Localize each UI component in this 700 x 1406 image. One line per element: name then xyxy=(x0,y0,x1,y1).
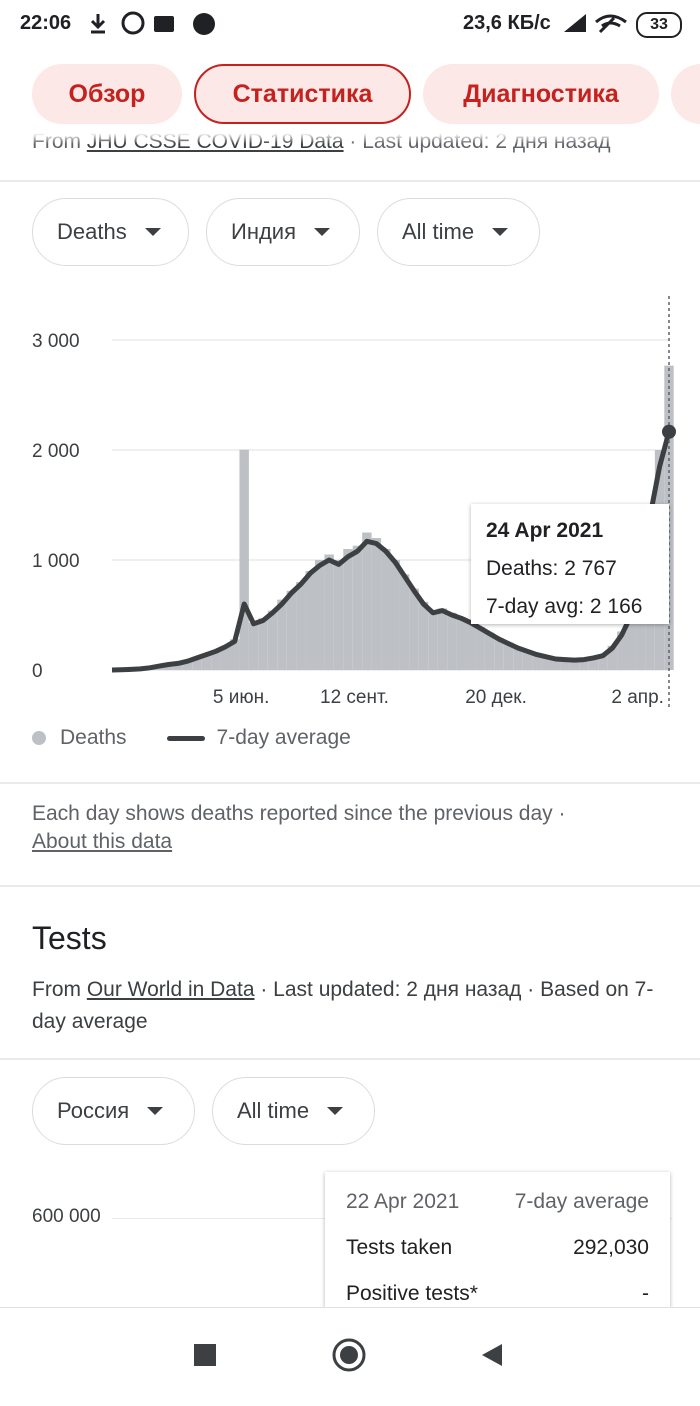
source-link[interactable]: Our World in Data xyxy=(87,978,255,1001)
divider xyxy=(0,1058,700,1060)
y-tick-label: 2 000 xyxy=(32,441,80,462)
caret xyxy=(492,228,508,236)
x-tick-label: 12 сент. xyxy=(320,687,389,708)
tests-tooltip: 22 Apr 2021 7-day average Tests taken 29… xyxy=(325,1172,670,1308)
bar xyxy=(457,617,466,670)
tab-partial[interactable] xyxy=(671,64,700,124)
filter-label: Россия xyxy=(57,1098,129,1124)
bar xyxy=(438,608,447,670)
y-tick-label: 600 000 xyxy=(32,1206,101,1228)
bar xyxy=(343,549,352,670)
bar xyxy=(324,555,333,671)
bar xyxy=(239,450,248,670)
note: Each day shows deaths reported since the… xyxy=(32,800,672,856)
status-bar: 22:06 23,6 КБ/с 33 xyxy=(0,0,700,48)
bar xyxy=(381,549,390,670)
y-tick-label: 3 000 xyxy=(32,331,80,352)
legend-swatch xyxy=(32,731,46,745)
x-tick-label: 20 дек. xyxy=(465,687,527,708)
divider xyxy=(0,782,700,784)
caret xyxy=(147,1107,163,1115)
bar xyxy=(409,589,418,670)
tooltip-row-label: Tests taken xyxy=(346,1236,452,1260)
battery: 33 xyxy=(636,12,682,38)
status-icons xyxy=(88,10,218,38)
tab-selected[interactable]: Статистика xyxy=(194,64,411,124)
network-speed: 23,6 КБ/с xyxy=(463,12,551,35)
legend: Deaths 7-day average xyxy=(32,724,351,752)
divider xyxy=(0,885,700,887)
bar xyxy=(353,546,362,670)
legend-label: Deaths xyxy=(60,726,127,750)
bar xyxy=(306,571,315,670)
y-tick-label: 0 xyxy=(32,661,43,682)
tooltip-row-label: Positive tests* xyxy=(346,1282,478,1306)
signal-icons xyxy=(562,10,632,38)
note-link[interactable]: About this data xyxy=(32,828,672,856)
tooltip-date: 22 Apr 2021 xyxy=(346,1190,459,1214)
point xyxy=(662,425,676,439)
nav-bar xyxy=(0,1307,700,1401)
caret xyxy=(145,228,161,236)
caret xyxy=(327,1107,343,1115)
bar xyxy=(400,574,409,670)
bar xyxy=(447,613,456,670)
clock: 22:06 xyxy=(20,12,71,35)
tooltip-line: 7-day avg: 2 166 xyxy=(486,588,654,626)
filter-dropdown[interactable]: All time xyxy=(377,198,540,266)
bar xyxy=(466,622,475,670)
source-text: From xyxy=(32,978,87,1001)
bar xyxy=(334,560,343,670)
note-text: Each day shows deaths reported since the… xyxy=(32,800,672,828)
bar xyxy=(372,538,381,670)
x-tick-label: 5 июн. xyxy=(213,687,269,708)
bar xyxy=(428,611,437,670)
tooltip-line: Deaths: 2 767 xyxy=(486,550,654,588)
bar xyxy=(315,560,324,670)
tab-shadow xyxy=(0,126,700,144)
filter-dropdown[interactable]: Deaths xyxy=(32,198,189,266)
filter-label: Deaths xyxy=(57,219,127,245)
section-title: Tests xyxy=(32,920,107,957)
tooltip-row-value: - xyxy=(642,1282,649,1306)
tooltip-row-value: 292,030 xyxy=(573,1236,649,1260)
bar xyxy=(287,591,296,670)
bar xyxy=(258,618,267,670)
tooltip-title: 24 Apr 2021 xyxy=(486,512,654,550)
filter-label: All time xyxy=(237,1098,309,1124)
filter-dropdown[interactable]: All time xyxy=(212,1077,375,1145)
tab[interactable]: Обзор xyxy=(32,64,182,124)
nav-icons xyxy=(0,1308,700,1401)
y-tick-label: 1 000 xyxy=(32,551,80,572)
filter-dropdown[interactable]: Россия xyxy=(32,1077,195,1145)
bar xyxy=(362,533,371,671)
legend-swatch xyxy=(167,736,205,741)
tests-source: From Our World in Data · Last updated: 2… xyxy=(32,974,672,1038)
filter-label: All time xyxy=(402,219,474,245)
caret xyxy=(314,228,330,236)
bar xyxy=(391,560,400,670)
tab[interactable]: Диагностика xyxy=(423,64,659,124)
deaths-chart: 0 1 000 2 000 3 000 5 июн. 12 сент. 20 дек. 2 а… xyxy=(0,280,700,720)
x-tick-label: 2 апр. xyxy=(611,687,664,708)
divider xyxy=(0,180,700,182)
bar xyxy=(475,627,484,670)
recents-button[interactable] xyxy=(194,1344,216,1366)
filter-dropdown[interactable]: Индия xyxy=(206,198,360,266)
back-button[interactable] xyxy=(482,1344,502,1366)
tooltip-heading: 7-day average xyxy=(515,1190,649,1214)
filter-label: Индия xyxy=(231,219,296,245)
bar xyxy=(268,611,277,670)
bar xyxy=(296,582,305,670)
home-dot xyxy=(340,1346,358,1364)
bar xyxy=(419,602,428,670)
tooltip: 24 Apr 2021 Deaths: 2 767 7-day avg: 2 1… xyxy=(471,504,669,624)
bar xyxy=(249,623,258,670)
legend-label: 7-day average xyxy=(217,726,351,750)
